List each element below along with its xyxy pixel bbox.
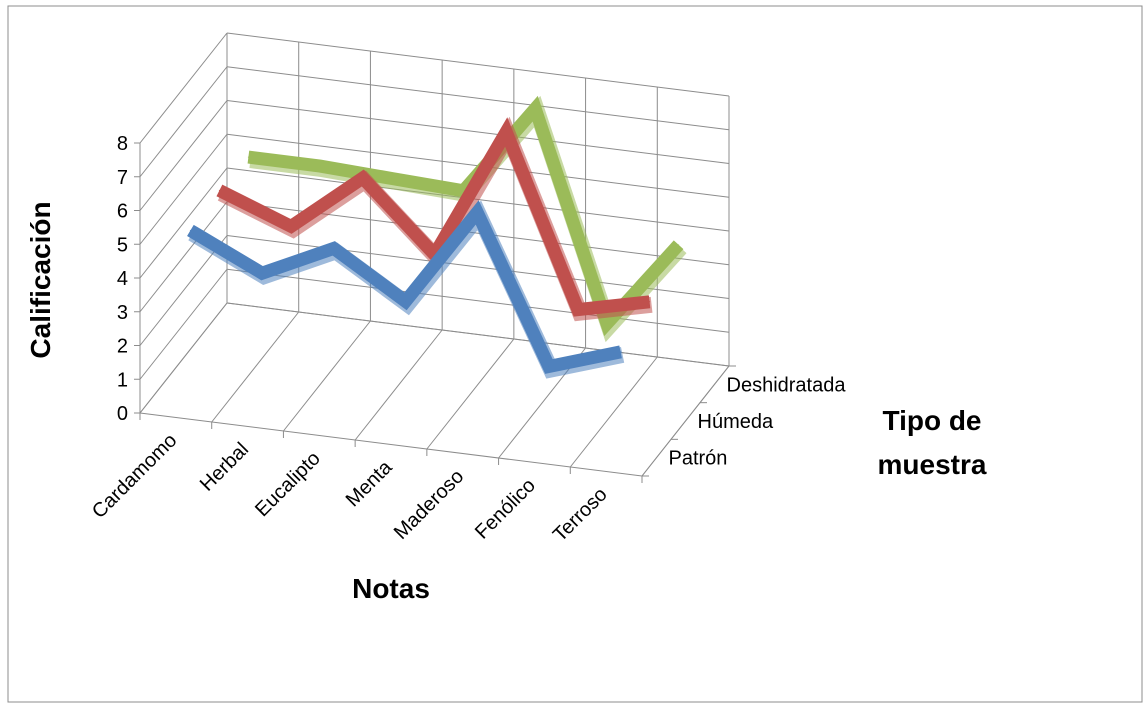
floor-gridline <box>426 338 515 450</box>
back-wall-gridline <box>226 302 730 367</box>
series-point-1-5 <box>577 309 579 311</box>
series-point-1-1 <box>290 225 292 227</box>
series-label-0: Patrón <box>669 448 728 470</box>
depth-axis-title-line-2: muestra <box>878 449 987 480</box>
series-point-1-0 <box>218 189 220 191</box>
series-point-0-5 <box>548 366 550 368</box>
y-tick-label: 4 <box>117 268 128 290</box>
floor-gridline <box>354 329 443 441</box>
series-0 <box>187 200 625 379</box>
depth-axis-title-line-1: Tipo de <box>882 405 981 436</box>
y-tick-label: 6 <box>117 201 128 223</box>
side-wall-gridline <box>139 268 228 380</box>
y-tick-label: 0 <box>117 403 128 425</box>
side-wall-gridline <box>139 133 228 245</box>
chart-back-walls <box>139 32 730 414</box>
back-wall-gridline <box>226 66 730 131</box>
back-wall-gridline <box>226 268 730 333</box>
side-wall-gridline <box>139 167 228 279</box>
y-tick-label: 2 <box>117 336 128 358</box>
side-wall-gridline <box>139 66 228 178</box>
depth-axis-title: Tipo de muestra <box>878 405 987 480</box>
series-point-2-0 <box>247 156 249 158</box>
series-point-2-4 <box>534 108 536 110</box>
y-tick-label: 1 <box>117 369 128 391</box>
side-wall-gridline <box>139 302 228 414</box>
side-wall-gridline <box>139 201 228 313</box>
series-point-2-1 <box>319 165 321 167</box>
series-point-0-6 <box>620 351 622 353</box>
series-point-1-6 <box>649 301 651 303</box>
series-point-2-6 <box>678 244 680 246</box>
y-tick-label: 8 <box>117 133 128 155</box>
floor-gridline <box>211 311 300 423</box>
y-axis-title: Calificación <box>25 201 56 358</box>
series-point-2-2 <box>391 177 393 179</box>
series-point-1-2 <box>362 177 364 179</box>
series-label-2: Deshidratada <box>727 374 847 396</box>
series-point-2-3 <box>463 190 464 192</box>
y-tick-label: 3 <box>117 302 128 324</box>
category-axis-line <box>139 412 643 477</box>
series-point-0-2 <box>333 247 335 249</box>
series-point-0-0 <box>189 229 191 231</box>
y-tick-label: 7 <box>117 167 128 189</box>
series-point-1-4 <box>505 131 507 133</box>
series-point-0-1 <box>261 272 263 274</box>
series-point-0-4 <box>476 211 478 213</box>
back-wall-gridline <box>226 100 730 164</box>
chart-border <box>7 5 1143 703</box>
back-wall-gridline <box>226 32 730 97</box>
floor-gridline <box>569 356 658 468</box>
series-label-1: Húmeda <box>698 411 774 433</box>
y-tick-label: 5 <box>117 234 128 256</box>
depth-axis-line <box>641 365 730 477</box>
series-point-2-5 <box>606 323 608 325</box>
series-point-0-3 <box>405 300 406 302</box>
side-wall-gridline <box>139 32 228 144</box>
floor-gridline <box>283 320 371 432</box>
chart-series-group <box>187 95 687 379</box>
x-axis-title: Notas <box>352 573 430 604</box>
side-wall-gridline <box>139 100 228 211</box>
chart-front-axes <box>134 142 736 483</box>
